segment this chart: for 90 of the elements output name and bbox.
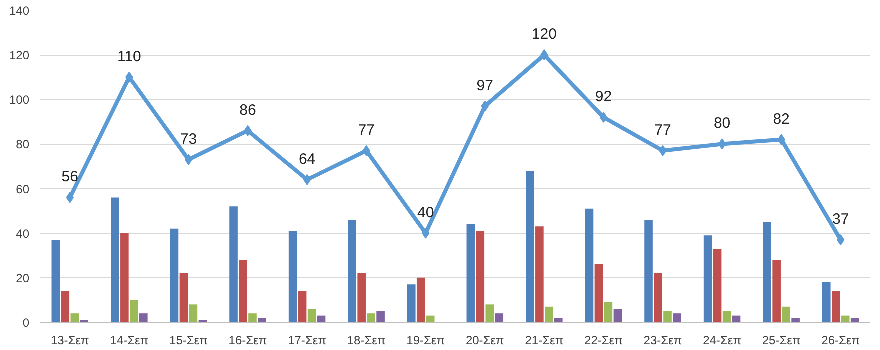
bar xyxy=(604,302,613,322)
bar xyxy=(258,318,266,322)
y-tick-label: 0 xyxy=(22,316,30,330)
bar xyxy=(644,220,653,322)
x-tick-label: 25-Σεπ xyxy=(762,334,801,348)
bar xyxy=(140,314,148,322)
bar xyxy=(61,291,70,322)
y-tick-label: 100 xyxy=(9,93,30,108)
data-label: 40 xyxy=(418,204,434,222)
bar xyxy=(763,222,772,322)
bar xyxy=(367,314,376,322)
x-tick-label: 14-Σεπ xyxy=(110,334,149,348)
data-label: 77 xyxy=(654,122,672,139)
bar xyxy=(358,273,366,322)
bar xyxy=(654,273,662,322)
data-label: 110 xyxy=(117,48,142,66)
y-tick-label: 140 xyxy=(9,4,30,18)
bar xyxy=(70,314,80,322)
bar xyxy=(673,314,682,322)
bar xyxy=(664,311,672,322)
data-label: 82 xyxy=(773,110,790,128)
bar xyxy=(526,170,534,322)
bar xyxy=(536,226,544,322)
data-label: 120 xyxy=(532,26,557,44)
point xyxy=(184,154,193,166)
data-label: 73 xyxy=(180,130,198,148)
bar xyxy=(832,291,840,322)
bar xyxy=(416,278,426,322)
y-tick-label: 80 xyxy=(16,138,30,152)
bar xyxy=(476,231,485,322)
bar xyxy=(239,260,248,322)
bar xyxy=(841,316,850,322)
bar xyxy=(614,309,622,322)
bar xyxy=(495,314,504,322)
x-tick-label: 23-Σεπ xyxy=(644,334,682,348)
bar xyxy=(130,300,138,322)
bar xyxy=(180,273,188,322)
bar xyxy=(554,318,563,322)
x-tick-label: 16-Σεπ xyxy=(228,334,268,348)
data-label: 37 xyxy=(832,211,850,228)
x-tick-label: 22-Σεπ xyxy=(584,334,623,348)
y-tick-label: 60 xyxy=(16,182,30,196)
bar xyxy=(348,220,356,322)
bar xyxy=(486,304,494,322)
x-tick-label: 13-Σεπ xyxy=(50,334,90,348)
data-label: 77 xyxy=(358,122,375,139)
bar xyxy=(792,318,800,322)
bar xyxy=(594,264,604,322)
data-label: 64 xyxy=(298,150,316,168)
bar xyxy=(822,282,831,322)
x-tick-label: 20-Σεπ xyxy=(466,334,504,348)
data-label: 80 xyxy=(714,115,731,132)
bar xyxy=(288,231,298,322)
y-tick-label: 40 xyxy=(16,226,30,241)
bar xyxy=(466,224,476,322)
x-tick-label: 19-Σεπ xyxy=(406,334,446,348)
data-label: 56 xyxy=(62,168,78,186)
x-tick-label: 26-Σεπ xyxy=(822,334,860,348)
bar xyxy=(585,208,594,322)
x-tick-label: 15-Σεπ xyxy=(170,334,208,348)
bar xyxy=(189,304,198,322)
bar xyxy=(52,240,60,322)
data-label: 97 xyxy=(476,77,494,94)
bar xyxy=(298,291,307,322)
data-label: 86 xyxy=(240,102,256,119)
bar xyxy=(722,311,732,322)
x-tick-label: 17-Σεπ xyxy=(288,334,326,348)
bar xyxy=(713,248,722,322)
y-tick-label: 20 xyxy=(16,271,30,286)
bar xyxy=(426,316,435,322)
bar xyxy=(407,284,416,322)
bar xyxy=(308,309,316,322)
bar xyxy=(704,236,712,322)
bar xyxy=(111,198,120,322)
bar xyxy=(545,306,554,322)
bar xyxy=(248,314,257,322)
x-tick-label: 21-Σεπ xyxy=(525,334,564,348)
point xyxy=(600,112,608,123)
bar xyxy=(120,233,129,322)
y-tick-label: 120 xyxy=(9,48,30,63)
bar xyxy=(170,228,179,322)
bar xyxy=(782,306,790,322)
bar xyxy=(376,311,385,322)
x-tick-label: 18-Σεπ xyxy=(347,334,386,348)
bar xyxy=(230,206,238,322)
point xyxy=(718,138,726,150)
bar xyxy=(772,260,781,322)
x-tick-label: 24-Σεπ xyxy=(703,334,742,348)
point xyxy=(303,174,312,186)
data-label: 92 xyxy=(595,88,612,106)
